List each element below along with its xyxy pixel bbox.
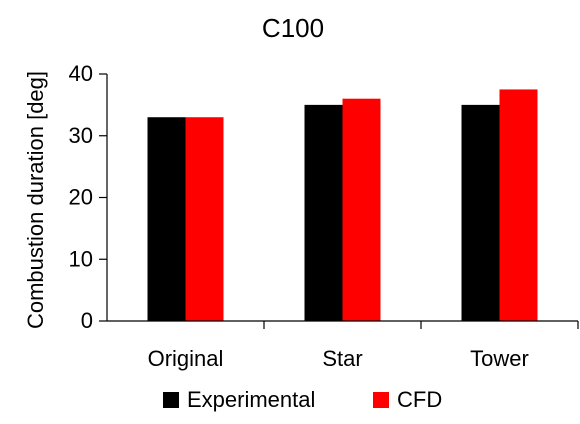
y-tick-label: 20 (69, 185, 93, 210)
bars (147, 89, 538, 321)
bar-cfd-original (185, 117, 224, 321)
x-axis-ticks: Original Star Tower (148, 321, 579, 371)
bar-experimental-original (147, 117, 186, 321)
x-tick-label: Tower (470, 346, 529, 371)
chart-title: C100 (262, 13, 324, 43)
y-tick-label: 40 (69, 61, 93, 86)
x-tick-label: Star (322, 346, 362, 371)
x-tick-label: Original (148, 346, 224, 371)
bar-cfd-star (342, 98, 381, 321)
y-tick-label: 30 (69, 123, 93, 148)
legend-swatch-experimental (163, 392, 179, 408)
legend: Experimental CFD (163, 387, 442, 412)
bar-cfd-tower (499, 89, 538, 321)
y-tick-label: 10 (69, 246, 93, 271)
legend-swatch-cfd (373, 392, 389, 408)
legend-label-experimental: Experimental (187, 387, 315, 412)
legend-label-cfd: CFD (397, 387, 442, 412)
bar-experimental-star (304, 104, 343, 321)
y-axis-ticks: 0 10 20 30 40 (69, 61, 107, 333)
y-tick-label: 0 (81, 308, 93, 333)
bar-experimental-tower (461, 104, 500, 321)
y-axis-title: Combustion duration [deg] (23, 71, 48, 329)
